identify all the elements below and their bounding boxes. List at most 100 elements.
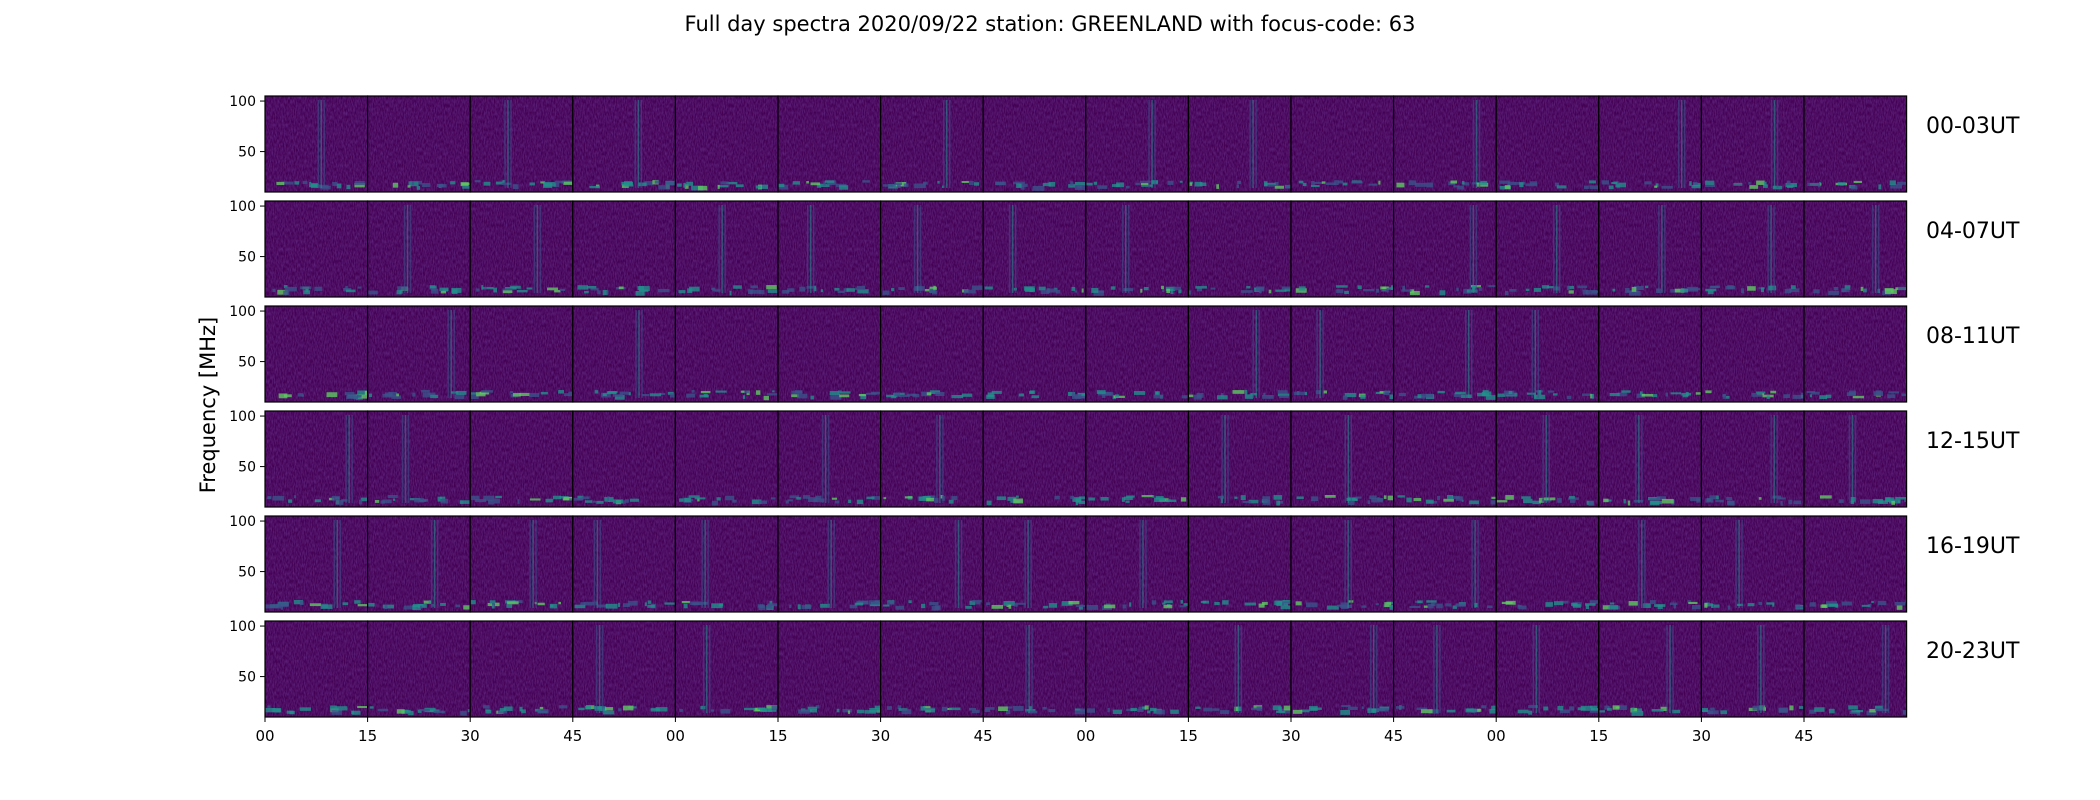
band-mark: [517, 499, 520, 504]
band-mark: [1122, 604, 1127, 609]
streak-mark: [436, 520, 439, 608]
streak-mark: [1470, 310, 1473, 398]
band-mark: [272, 495, 285, 501]
streak-mark: [409, 205, 412, 293]
streak-mark: [1030, 520, 1032, 608]
band-mark: [1437, 390, 1445, 394]
band-mark: [848, 499, 852, 504]
streak-mark: [1436, 625, 1438, 713]
band-mark: [602, 289, 608, 295]
band-mark: [1446, 495, 1454, 499]
band-mark: [1423, 605, 1428, 608]
band-mark: [1795, 604, 1801, 609]
band-mark: [563, 393, 570, 397]
band-mark: [1056, 289, 1061, 294]
streak-mark: [1121, 205, 1124, 293]
streak-mark: [1854, 415, 1857, 503]
band-mark: [1505, 600, 1516, 605]
spectrum-panel: [1598, 515, 1703, 613]
panel-noise: [1291, 411, 1394, 507]
x-tick-label: 45: [563, 727, 582, 745]
band-mark: [763, 395, 769, 401]
band-mark: [1409, 605, 1421, 609]
band-mark: [1248, 499, 1259, 504]
band-mark: [787, 288, 795, 292]
band-mark: [587, 285, 597, 289]
band-mark: [1003, 601, 1015, 606]
band-mark: [1398, 392, 1406, 397]
band-mark: [1154, 391, 1160, 396]
band-mark: [1336, 285, 1348, 288]
band-mark: [1103, 391, 1112, 396]
band-mark: [922, 181, 928, 185]
streak-mark: [634, 100, 637, 188]
band-mark: [767, 603, 778, 607]
spectrum-panel: [674, 305, 779, 403]
band-mark: [842, 708, 853, 713]
spectrum-panel: [777, 95, 882, 193]
band-mark: [1673, 604, 1677, 609]
band-mark: [1025, 709, 1036, 712]
band-mark: [1086, 182, 1093, 186]
band-mark: [965, 605, 972, 609]
band-mark: [1633, 708, 1642, 712]
band-mark: [951, 395, 964, 399]
band-mark: [1720, 710, 1728, 715]
band-mark: [1491, 705, 1497, 711]
streak-mark: [1031, 625, 1033, 713]
streak-mark: [1776, 100, 1779, 188]
row-label-00-03: 00-03UT: [1926, 114, 2020, 139]
band-mark: [711, 603, 723, 609]
band-mark: [1545, 602, 1553, 607]
spectra-row-5: [264, 620, 1908, 718]
band-mark: [766, 285, 777, 290]
band-mark: [1436, 603, 1443, 609]
band-mark: [1281, 603, 1285, 606]
band-mark: [1629, 290, 1641, 296]
band-mark: [1338, 180, 1344, 184]
band-mark: [968, 180, 974, 186]
band-mark: [463, 605, 471, 610]
band-mark: [1517, 709, 1529, 714]
band-mark: [715, 390, 727, 393]
band-mark: [1533, 287, 1542, 292]
panel-noise: [367, 411, 471, 507]
panel-frame: [1803, 95, 1908, 193]
band-mark: [1474, 602, 1478, 608]
band-mark: [1584, 603, 1596, 606]
band-mark: [311, 183, 319, 188]
streak-mark: [345, 415, 347, 503]
band-mark: [1871, 600, 1874, 604]
band-mark: [1054, 495, 1060, 500]
band-mark: [1654, 185, 1658, 188]
panel-noise: [1804, 96, 1907, 192]
band-mark: [1793, 500, 1802, 505]
streak-mark: [1322, 310, 1324, 398]
band-mark: [1165, 286, 1176, 291]
band-mark: [791, 390, 803, 395]
panel-noise: [1701, 96, 1804, 192]
panel-noise: [1393, 306, 1497, 402]
band-mark: [711, 500, 719, 506]
band-mark: [1628, 601, 1638, 606]
band-mark: [606, 290, 609, 295]
band-mark: [720, 708, 731, 714]
band-mark: [820, 289, 823, 293]
band-mark: [1807, 182, 1819, 187]
band-mark: [1649, 600, 1656, 604]
streak-mark: [954, 520, 957, 608]
spectrum-panel: [1598, 410, 1703, 508]
band-mark: [720, 181, 729, 185]
band-mark: [1825, 601, 1838, 605]
band-mark: [796, 497, 801, 500]
band-mark: [584, 500, 593, 503]
row-label-16-19: 16-19UT: [1926, 534, 2020, 559]
band-mark: [1274, 185, 1284, 189]
band-mark: [847, 710, 851, 714]
band-mark: [331, 710, 342, 715]
band-mark: [1528, 710, 1533, 715]
band-mark: [297, 393, 304, 397]
band-mark: [1013, 498, 1023, 504]
band-mark: [369, 706, 374, 709]
streak-mark: [1467, 310, 1470, 398]
